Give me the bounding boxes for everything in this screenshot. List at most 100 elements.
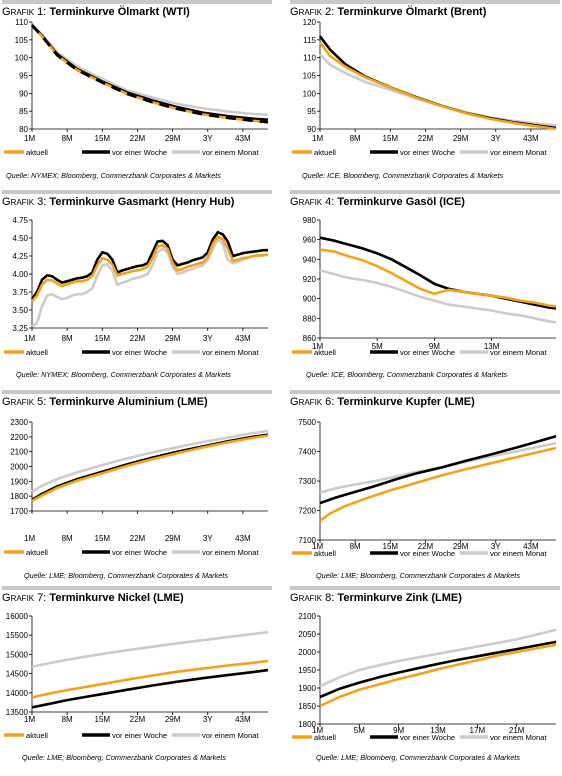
x-tick-label: 43M — [523, 134, 539, 143]
chart-panel-2: Grafik 2: Terminkurve Ölmarkt (Brent) 90… — [290, 0, 560, 190]
y-tick-label: 13500 — [6, 708, 29, 717]
y-tick-label: 1800 — [10, 492, 28, 501]
legend-label-week: vor einer Woche — [112, 148, 167, 157]
x-tick-label: 3Y — [203, 715, 213, 724]
x-tick-label: 21M — [509, 726, 525, 735]
series-line-aktuell — [31, 659, 269, 699]
legend-label-month: vor einem Monat — [490, 348, 547, 357]
title-rule — [2, 0, 272, 4]
x-tick-label: 1M — [24, 334, 35, 343]
title-rule — [2, 586, 272, 590]
y-tick-label: 110 — [15, 18, 28, 27]
x-tick-label: 1M — [312, 134, 323, 143]
series-line-aktuell — [318, 41, 557, 131]
y-tick-label: 115 — [303, 36, 316, 45]
y-tick-label: 860 — [303, 334, 317, 343]
legend-label-week: vor einer Woche — [112, 731, 167, 740]
series-line-aktuell — [31, 234, 269, 303]
legend-label-month: vor einem Monat — [490, 148, 547, 157]
x-tick-label: 8M — [350, 542, 361, 551]
y-tick-label: 14500 — [6, 670, 29, 679]
series-line-week — [319, 640, 557, 699]
x-tick-label: 43M — [235, 334, 251, 343]
x-tick-label: 22M — [418, 134, 434, 143]
legend-label-month: vor einem Monat — [202, 148, 259, 157]
chart-title: Grafik 7: Terminkurve Nickel (LME) — [2, 592, 184, 604]
legend-label-aktuell: aktuell — [26, 148, 48, 157]
legend-label-month: vor einem Monat — [202, 548, 259, 557]
chart-title: Grafik 1: Terminkurve Ölmarkt (WTI) — [2, 6, 190, 18]
series-line-week — [319, 236, 557, 310]
series-line-week-overlay — [31, 24, 269, 124]
y-tick-label: 85 — [19, 107, 28, 116]
legend-label-week: vor einer Woche — [112, 548, 167, 557]
x-tick-label: 29M — [165, 715, 181, 724]
x-tick-label: 15M — [95, 334, 111, 343]
legend-label-aktuell: aktuell — [26, 548, 48, 557]
y-tick-label: 1900 — [298, 684, 316, 693]
chart-title: Grafik 2: Terminkurve Ölmarkt (Brent) — [290, 6, 487, 18]
chart-svg: 13500 14000 14500 15000 15500 16000 1M 8M 15M 22M… — [4, 612, 269, 740]
y-tick-label: 1950 — [298, 666, 316, 675]
y-tick-label: 120 — [303, 18, 317, 27]
x-tick-label: 9M — [429, 342, 440, 351]
title-rule — [290, 190, 560, 194]
y-tick-label: 920 — [303, 275, 317, 284]
y-tick-label: 1900 — [10, 477, 28, 486]
chart-source: Quelle: ICE, Bloomberg, Commerzbank Corp… — [306, 370, 508, 379]
y-tick-label: 2050 — [298, 630, 316, 639]
y-tick-label: 2200 — [10, 433, 28, 442]
x-tick-label: 17M — [470, 726, 486, 735]
y-tick-label: 15500 — [6, 631, 29, 640]
y-tick-label: 80 — [19, 125, 28, 134]
x-tick-label: 8M — [62, 715, 73, 724]
y-tick-label: 110 — [303, 54, 316, 63]
x-tick-label: 8M — [350, 134, 361, 143]
chart-source: Quelle: NYMEX; Bloomberg, Commerzbank Co… — [6, 171, 221, 180]
chart-panel-4: Grafik 4: Terminkurve Gasöl (ICE) 860 880… — [290, 190, 560, 380]
x-tick-label: 13M — [484, 342, 500, 351]
y-tick-label: 100 — [303, 89, 317, 98]
x-tick-label: 43M — [235, 134, 251, 143]
y-tick-label: 95 — [307, 107, 316, 116]
y-tick-label: 7500 — [298, 418, 316, 427]
legend-label-week: vor einer Woche — [400, 733, 455, 742]
y-tick-label: 105 — [15, 36, 29, 45]
series-line-week — [318, 35, 557, 130]
y-tick-label: 7100 — [298, 536, 316, 545]
x-tick-label: 1M — [24, 134, 35, 143]
x-tick-label: 3Y — [203, 134, 213, 143]
x-tick-label: 9M — [393, 726, 404, 735]
x-tick-label: 15M — [95, 534, 111, 543]
x-tick-label: 15M — [383, 542, 399, 551]
x-tick-label: 15M — [383, 134, 399, 143]
series-line-month — [319, 628, 557, 688]
y-tick-label: 15000 — [6, 650, 29, 659]
x-tick-label: 22M — [418, 542, 434, 551]
x-tick-label: 5M — [372, 342, 383, 351]
y-tick-label: 2100 — [10, 448, 28, 457]
y-tick-label: 880 — [303, 314, 317, 323]
x-tick-label: 3Y — [203, 534, 213, 543]
x-tick-label: 1M — [24, 534, 35, 543]
legend-label-week: vor einer Woche — [400, 148, 455, 157]
series-line-month — [319, 268, 557, 324]
x-tick-label: 8M — [62, 134, 73, 143]
x-tick-label: 13M — [430, 726, 446, 735]
y-tick-label: 980 — [303, 216, 317, 225]
x-tick-label: 3Y — [203, 334, 213, 343]
series-line-aktuell — [319, 446, 557, 522]
chart-title: Grafik 8: Terminkurve Zink (LME) — [290, 592, 462, 604]
series-line-week — [31, 24, 269, 121]
series-line-week — [319, 434, 557, 505]
chart-panel-8: Grafik 8: Terminkurve Zink (LME) 1800 185… — [290, 586, 560, 776]
x-tick-label: 1M — [24, 715, 35, 724]
series-line-month — [319, 53, 557, 127]
series-line-month — [31, 237, 269, 328]
y-tick-label: 2100 — [298, 612, 316, 621]
chart-svg: 1800 1850 1900 1950 2000 2050 2100 1M 5M 9M 13M 17M… — [292, 612, 557, 742]
x-tick-label: 22M — [130, 334, 146, 343]
legend-label-aktuell: aktuell — [314, 348, 336, 357]
y-tick-label: 7400 — [298, 448, 316, 457]
series-line-month — [31, 630, 269, 668]
